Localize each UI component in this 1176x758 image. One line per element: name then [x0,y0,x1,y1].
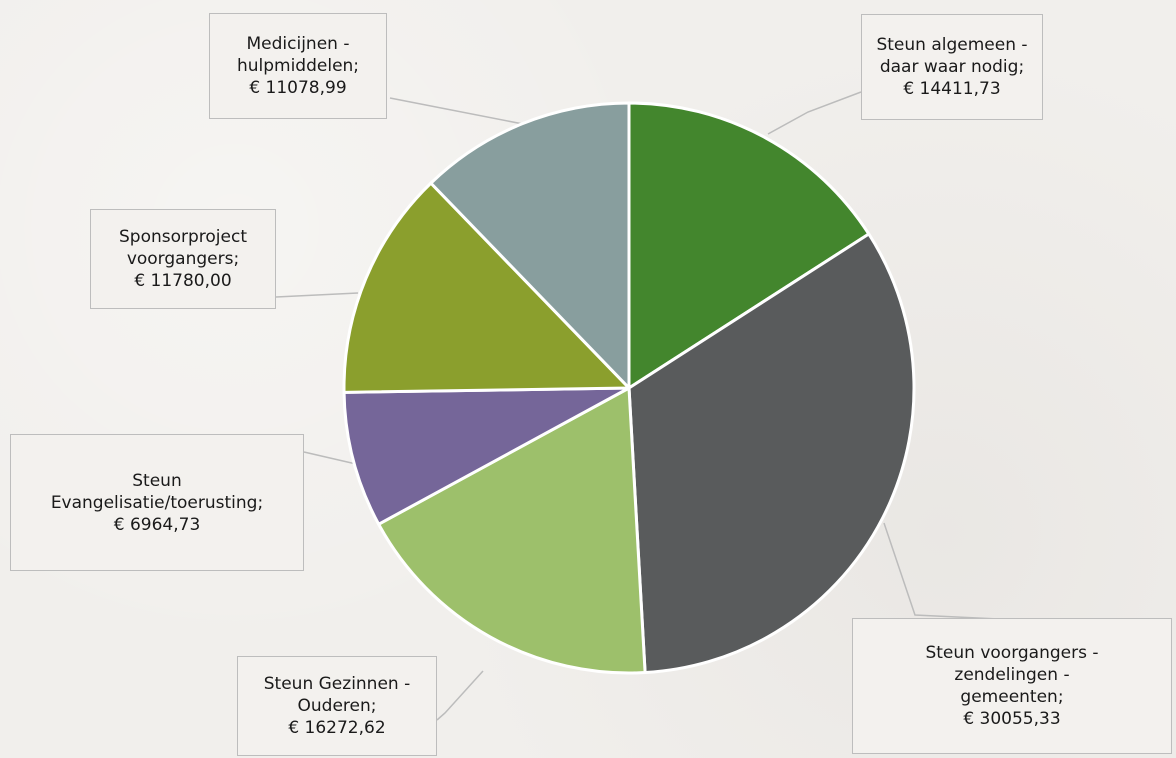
slice-sponsorproject [342,181,631,394]
label-steun-voorgangers: Steun voorgangers - zendelingen - gemeen… [852,618,1172,754]
label-steun-evangelisatie: Steun Evangelisatie/toerusting; € 6964,7… [10,434,304,571]
label-steun-gezinnen: Steun Gezinnen - Ouderen; € 16272,62 [237,656,437,756]
leader-line [436,670,484,721]
label-sponsorproject: Sponsorproject voorgangers; € 11780,00 [90,209,276,309]
slice-steun-evangelisatie [342,386,631,526]
leader-line [389,97,524,125]
label-medicijnen: Medicijnen - hulpmiddelen; € 11078,99 [209,13,387,119]
slice-medicijnen [429,101,631,390]
leader-line [275,292,359,298]
slice-steun-algemeen [627,101,871,390]
leader-line [883,522,1021,621]
slice-steun-gezinnen [377,386,647,675]
label-steun-algemeen: Steun algemeen - daar waar nodig; € 1441… [861,14,1043,120]
leader-line [303,451,357,465]
leader-line [767,91,862,135]
slice-steun-voorgangers [627,232,916,675]
